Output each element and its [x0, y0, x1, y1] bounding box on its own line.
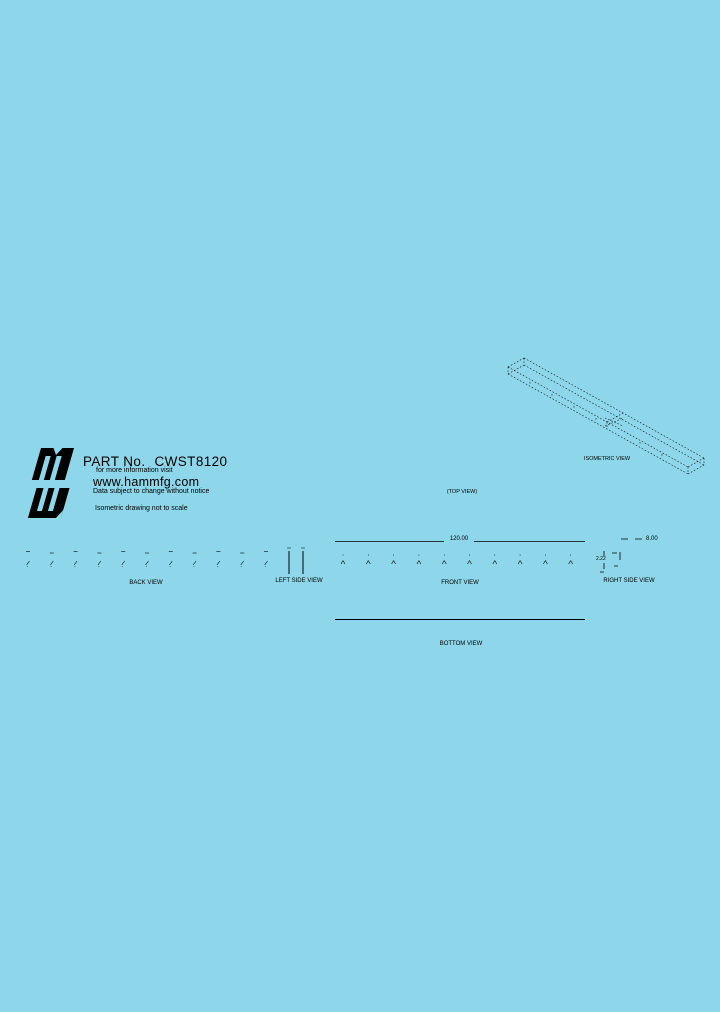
width-dimension: 8.00 — [646, 535, 658, 542]
length-dimension: 120.00 — [449, 536, 469, 542]
front-view-label: FRONT VIEW — [441, 580, 479, 586]
back-view-drawing — [26, 551, 268, 567]
bottom-view-label: BOTTOM VIEW — [439, 641, 483, 647]
disclaimer-note: Data subject to change without notice — [93, 488, 210, 495]
right-side-view-drawing — [600, 538, 642, 573]
info-note: for more information visit — [96, 467, 173, 474]
part-number: CWST8120 — [154, 454, 228, 469]
website-link[interactable]: www.hammfg.com — [93, 475, 200, 489]
height-dimension: 2.22 — [596, 556, 606, 562]
left-side-view-label: LEFT SIDE VIEW — [275, 578, 323, 584]
part-number-line: PART No. CWST8120 — [83, 454, 227, 469]
isometric-view-label: ISOMETRIC VIEW — [583, 456, 631, 462]
front-view-drawing — [340, 554, 573, 565]
isometric-view-drawing — [507, 357, 705, 475]
scale-note: Isometric drawing not to scale — [95, 505, 188, 512]
right-side-view-label: RIGHT SIDE VIEW — [603, 578, 655, 584]
part-no-label: PART No. — [83, 454, 146, 469]
hammond-logo-icon — [28, 448, 74, 518]
left-side-view-drawing — [288, 551, 304, 574]
back-view-label: BACK VIEW — [129, 580, 163, 586]
top-view-label: (TOP VIEW) — [446, 489, 478, 495]
